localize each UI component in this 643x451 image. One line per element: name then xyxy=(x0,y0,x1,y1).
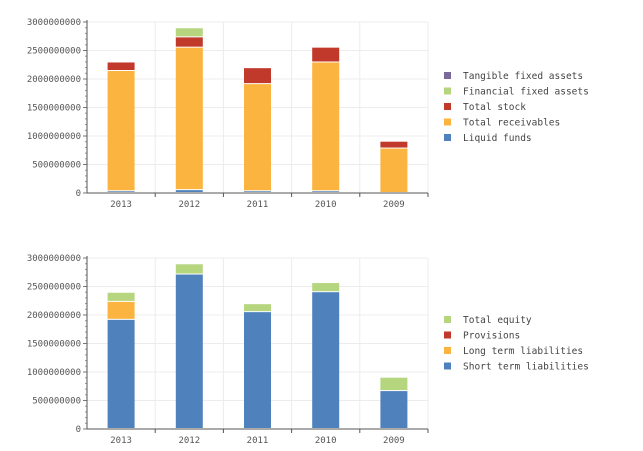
x-tick-label: 2010 xyxy=(315,200,337,210)
x-tick-label: 2011 xyxy=(247,200,269,210)
bar-liquid-funds-2013 xyxy=(107,191,135,192)
legend-swatch xyxy=(444,362,451,370)
legend-label: Short term liabilities xyxy=(463,362,589,373)
bar-total-stock-2010 xyxy=(312,47,340,62)
x-tick-label: 2009 xyxy=(383,200,405,210)
x-tick-label: 2010 xyxy=(315,436,337,446)
x-tick-label: 2011 xyxy=(247,436,269,446)
bar-total-receivables-2009 xyxy=(380,148,408,192)
y-tick-label: 2500000000 xyxy=(27,47,81,57)
x-tick-label: 2013 xyxy=(110,200,132,210)
bar-long-term-liabilities-2013 xyxy=(107,301,135,319)
y-tick-label: 1500000000 xyxy=(27,104,81,114)
chart-1: 0 500000000 1000000000 1500000000 2000000000… xyxy=(27,18,589,210)
y-tick-label: 2000000000 xyxy=(27,75,81,85)
y-tick-label: 1000000000 xyxy=(27,368,81,378)
y-tick-label: 3000000000 xyxy=(27,18,81,28)
legend-label: Total stock xyxy=(463,102,526,113)
bar-total-stock-2011 xyxy=(244,68,271,84)
legend-swatch xyxy=(444,103,451,110)
bar-total-receivables-2012 xyxy=(175,47,203,190)
bar-total-receivables-2011 xyxy=(244,84,271,191)
bar-liquid-funds-2010 xyxy=(312,191,340,192)
legend-label: Long term liabilities xyxy=(463,346,583,357)
legend-label: Financial fixed assets xyxy=(463,87,589,98)
bar-total-equity-2011 xyxy=(244,304,271,312)
bar-short-term-liabilities-2010 xyxy=(312,292,340,428)
bar-total-equity-2013 xyxy=(107,292,135,301)
bar-total-equity-2009 xyxy=(380,377,408,391)
y-tick-label: 1000000000 xyxy=(27,132,81,142)
bar-liquid-funds-2011 xyxy=(244,191,271,192)
bar-total-equity-2012 xyxy=(175,264,203,274)
x-tick-label: 2013 xyxy=(110,436,132,446)
legend-swatch xyxy=(444,72,451,79)
legend-swatch xyxy=(444,134,451,141)
legend: Total equity Provisions Long term liabilit… xyxy=(444,315,589,373)
y-tick-label: 2000000000 xyxy=(27,311,81,321)
x-tick-label: 2009 xyxy=(383,436,405,446)
bar-short-term-liabilities-2013 xyxy=(107,319,135,428)
y-tick-label: 1500000000 xyxy=(27,340,81,350)
legend: Tangible fixed assets Financial fixed ass… xyxy=(444,71,589,144)
bar-short-term-liabilities-2012 xyxy=(175,274,203,428)
legend-swatch xyxy=(444,316,451,323)
y-tick-label: 2500000000 xyxy=(27,283,81,293)
y-tick-label: 0 xyxy=(76,425,81,435)
y-tick-label: 500000000 xyxy=(32,161,81,171)
legend-label: Tangible fixed assets xyxy=(463,71,583,82)
bar-total-stock-2012 xyxy=(175,37,203,47)
legend-label: Provisions xyxy=(463,331,520,342)
bar-liquid-funds-2012 xyxy=(175,190,203,192)
legend-label: Total receivables xyxy=(463,118,560,129)
y-tick-label: 500000000 xyxy=(32,397,81,407)
bar-total-stock-2009 xyxy=(380,141,408,148)
chart-2: 0 500000000 1000000000 1500000000 2000000000… xyxy=(27,254,589,446)
bar-total-stock-2013 xyxy=(107,62,135,71)
bar-total-receivables-2013 xyxy=(107,71,135,191)
legend-swatch xyxy=(444,347,451,354)
bar-short-term-liabilities-2009 xyxy=(380,391,408,428)
x-tick-label: 2012 xyxy=(178,436,200,446)
bar-short-term-liabilities-2011 xyxy=(244,312,271,428)
legend-swatch xyxy=(444,87,451,95)
bar-total-receivables-2010 xyxy=(312,62,340,191)
y-tick-label: 3000000000 xyxy=(27,254,81,264)
bar-total-equity-2010 xyxy=(312,283,340,292)
x-tick-label: 2012 xyxy=(178,200,200,210)
legend-label: Liquid funds xyxy=(463,133,532,144)
y-tick-label: 0 xyxy=(76,189,81,199)
legend-label: Total equity xyxy=(463,315,532,326)
legend-swatch xyxy=(444,331,451,339)
bar-financial-fixed-assets-2012 xyxy=(175,28,203,37)
legend-swatch xyxy=(444,118,451,126)
